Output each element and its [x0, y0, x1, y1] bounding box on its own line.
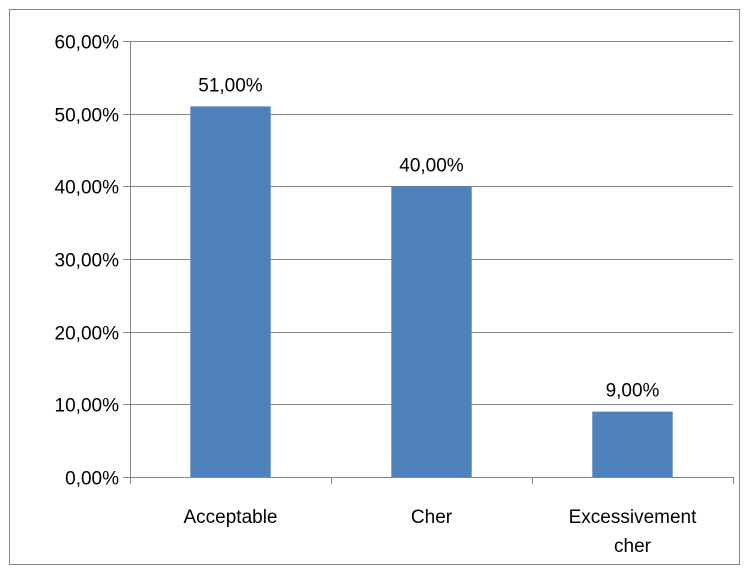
bar [592, 411, 673, 477]
y-tick-label: 50,00% [55, 106, 120, 127]
category-label: cher [614, 536, 652, 557]
bars [190, 106, 673, 478]
y-tick-label: 20,00% [55, 324, 120, 345]
y-tick-label: 10,00% [55, 396, 120, 417]
category-label: Cher [411, 507, 453, 528]
y-tick-label: 0,00% [65, 469, 119, 490]
y-tick-label: 40,00% [55, 178, 120, 199]
y-tick-label: 60,00% [55, 33, 120, 54]
axes [123, 41, 734, 484]
bar [190, 106, 271, 478]
data-label: 40,00% [399, 155, 464, 176]
y-tick-label: 30,00% [55, 251, 120, 272]
data-label: 51,00% [198, 75, 263, 96]
labels: 0,00% 10,00% 20,00% 30,00% 40,00% 50,00% 60,00… [55, 33, 698, 558]
category-label: Acceptable [183, 507, 277, 528]
data-label: 9,00% [606, 381, 660, 402]
bar [391, 186, 472, 478]
chart-border [9, 9, 740, 565]
category-label: Excessivement [569, 507, 697, 528]
